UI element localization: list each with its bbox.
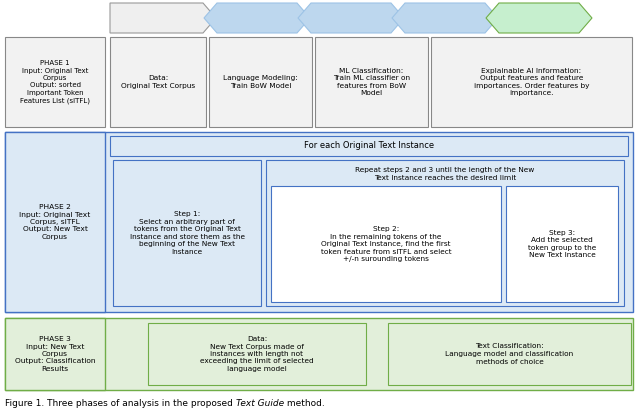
- Bar: [388, 323, 631, 385]
- Bar: [271, 186, 501, 302]
- Bar: [506, 186, 618, 302]
- Bar: [5, 37, 105, 127]
- Polygon shape: [298, 3, 404, 33]
- Text: PHASE 2
Input: Original Text
Corpus, sITFL
Output: New Text
Corpus: PHASE 2 Input: Original Text Corpus, sIT…: [19, 204, 91, 240]
- Text: Language Modeling:
Train BoW Model: Language Modeling: Train BoW Model: [223, 75, 298, 89]
- Bar: [5, 132, 105, 312]
- Text: PHASE 1
Input: Original Text
Corpus
Output: sorted
Important Token
Features List: PHASE 1 Input: Original Text Corpus Outp…: [20, 60, 90, 104]
- Text: Repeat steps 2 and 3 until the length of the New
Text Instance reaches the desir: Repeat steps 2 and 3 until the length of…: [355, 167, 534, 181]
- Text: For each Original Text Instance: For each Original Text Instance: [304, 141, 434, 151]
- Polygon shape: [486, 3, 592, 33]
- Bar: [5, 318, 633, 390]
- Polygon shape: [110, 3, 216, 33]
- Bar: [110, 37, 206, 127]
- Text: method.: method.: [284, 399, 324, 409]
- Text: Data:
Original Text Corpus: Data: Original Text Corpus: [121, 75, 195, 89]
- Text: Text Guide: Text Guide: [236, 399, 284, 409]
- Bar: [266, 160, 624, 306]
- Text: PHASE 3
Input: New Text
Corpus
Output: Classification
Results: PHASE 3 Input: New Text Corpus Output: C…: [15, 336, 95, 372]
- Bar: [110, 136, 628, 156]
- Bar: [315, 37, 428, 127]
- Bar: [148, 323, 366, 385]
- Bar: [113, 160, 261, 306]
- Text: Step 3:
Add the selected
token group to the
New Text Instance: Step 3: Add the selected token group to …: [528, 230, 596, 258]
- Text: Explainable AI Information:
Output features and feature
importances. Order featu: Explainable AI Information: Output featu…: [474, 68, 589, 96]
- Bar: [209, 37, 312, 127]
- Polygon shape: [392, 3, 498, 33]
- Text: Figure 1. Three phases of analysis in the proposed: Figure 1. Three phases of analysis in th…: [5, 399, 236, 409]
- Text: Data:
New Text Corpus made of
instances with length not
exceeding the limit of s: Data: New Text Corpus made of instances …: [200, 336, 314, 372]
- Text: Text Classification:
Language model and classification
methods of choice: Text Classification: Language model and …: [445, 344, 573, 364]
- Bar: [5, 318, 105, 390]
- Text: ML Classification:
Train ML classifier on
features from BoW
Model: ML Classification: Train ML classifier o…: [333, 68, 410, 96]
- Polygon shape: [204, 3, 310, 33]
- Bar: [431, 37, 632, 127]
- Text: Step 2:
In the remaining tokens of the
Original Text Instance, find the first
to: Step 2: In the remaining tokens of the O…: [321, 226, 451, 262]
- Text: Step 1:
Select an arbitrary part of
tokens from the Original Text
Instance and s: Step 1: Select an arbitrary part of toke…: [129, 211, 244, 255]
- Bar: [5, 132, 633, 312]
